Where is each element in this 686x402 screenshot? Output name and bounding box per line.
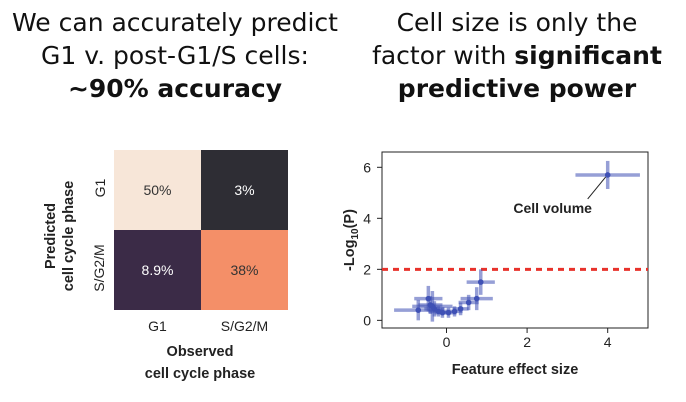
matrix-y-title: Predicted cell cycle phase: [42, 156, 78, 316]
col-label-g1: G1: [148, 318, 167, 334]
y-tick-label: 2: [363, 261, 371, 277]
row-label-g1: G1: [92, 178, 108, 198]
data-point: [412, 291, 453, 322]
plot-y-title: -Log10(P): [342, 209, 361, 271]
right-heading-line2-plain: factor with: [372, 41, 515, 70]
plot-points: [394, 160, 640, 322]
matrix-cell-value: 50%: [143, 182, 172, 198]
data-point: [460, 287, 493, 311]
matrix-x-title: Observed cell cycle phase: [110, 341, 290, 385]
y-tick-label: 6: [363, 159, 371, 175]
point-marker: [604, 172, 611, 178]
x-tick-label: 0: [443, 334, 451, 350]
matrix-y-title-line2: cell cycle phase: [61, 180, 77, 292]
matrix-cell-g1-g1: 50%: [114, 150, 201, 230]
right-heading-line3: predictive power: [352, 72, 682, 105]
x-tick-label: 4: [604, 334, 612, 350]
predictive-power-emphasis: predictive power: [397, 74, 637, 103]
y-tick-label: 0: [363, 312, 371, 328]
matrix-cell-value: 8.9%: [141, 262, 174, 278]
point-marker: [477, 279, 484, 285]
left-heading-line2: G1 v. post-G1/S cells:: [41, 41, 309, 70]
significant-emphasis: significant: [514, 41, 662, 70]
point-marker: [415, 307, 422, 313]
plot-y-title-prefix: -Log: [342, 240, 358, 271]
matrix-cell-value: 3%: [234, 182, 255, 198]
right-heading: Cell size is only the factor with signif…: [352, 6, 682, 105]
matrix-cell-g1-sg2m: 3%: [201, 150, 288, 230]
plot-frame: [381, 151, 649, 329]
annotation-leader-line: [587, 176, 607, 200]
left-heading-line1: We can accurately predict: [12, 8, 338, 37]
matrix-cell-value: 38%: [230, 262, 259, 278]
point-marker: [473, 295, 480, 302]
row-label-sg2m: S/G2/M: [91, 244, 107, 292]
left-heading-line3: ~90% accuracy: [6, 72, 344, 105]
plot-y-title-sub: 10: [350, 228, 361, 240]
y-tick-label: 4: [363, 210, 371, 226]
matrix-x-title-line2: cell cycle phase: [144, 366, 256, 382]
right-heading-line1: Cell size is only the: [396, 8, 638, 37]
confusion-matrix: 50% 3% 8.9% 38% G1 S/G2/M G1 S/G2/M Pred…: [0, 0, 340, 402]
point-marker: [425, 295, 432, 302]
col-label-sg2m: S/G2/M: [220, 318, 269, 334]
cell-volume-annotation: Cell volume: [513, 200, 592, 216]
matrix-cell-sg2m-g1: 8.9%: [114, 230, 201, 310]
plot-y-title-suffix: (P): [342, 209, 358, 229]
plot-ticks: 0 2 4 0 2 4 6: [363, 159, 612, 350]
right-heading-line2: factor with significant: [352, 39, 682, 72]
plot-border: [381, 151, 649, 329]
accuracy-emphasis: ~90% accuracy: [67, 74, 283, 103]
matrix-cell-sg2m-sg2m: 38%: [201, 230, 288, 310]
left-heading: We can accurately predict G1 v. post-G1/…: [6, 6, 344, 105]
point-marker: [465, 299, 472, 306]
matrix-y-title-line1: Predicted: [43, 202, 59, 270]
plot-x-title: Feature effect size: [452, 362, 579, 378]
data-point: [394, 299, 443, 321]
data-point: [575, 160, 640, 189]
matrix-x-title-line1: Observed: [166, 344, 234, 360]
x-tick-label: 2: [523, 334, 531, 350]
point-marker: [429, 303, 436, 310]
data-point: [466, 269, 495, 295]
